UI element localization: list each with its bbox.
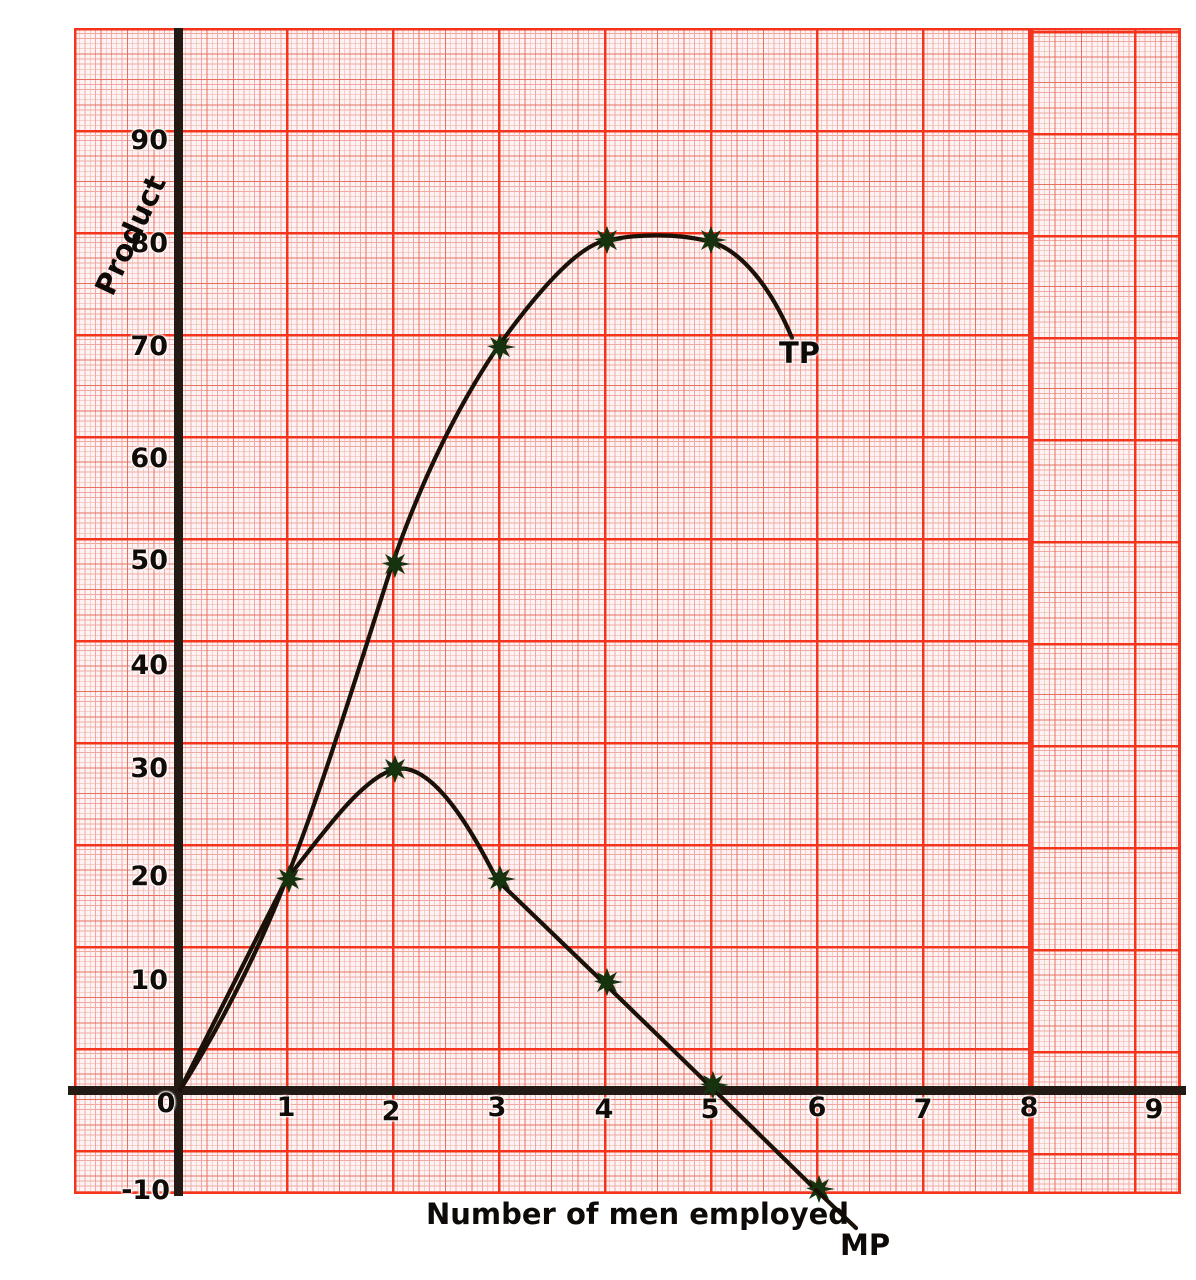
y-tick-30: 30 [130, 753, 168, 784]
graph-paper-sheet-right [1031, 28, 1181, 1194]
mp-point-5-0 [700, 1071, 729, 1099]
x-tick-6: 6 [807, 1092, 827, 1123]
y-tick-50: 50 [130, 545, 168, 576]
mp-point-3-20 [487, 865, 516, 893]
x-tick-3: 3 [487, 1092, 507, 1123]
x-tick-8: 8 [1019, 1092, 1039, 1123]
x-tick-5: 5 [700, 1094, 720, 1125]
tp-point-2-50 [382, 550, 411, 578]
y-tick-20: 20 [130, 861, 168, 892]
mp-curve-path [177, 766, 819, 1193]
y-tick-80: 80 [130, 228, 168, 259]
x-tick-4: 4 [594, 1094, 614, 1125]
tp-curve-path [177, 233, 795, 1093]
y-tick-90: 90 [130, 125, 168, 156]
tp-data-markers [276, 226, 727, 893]
y-tick-10: 10 [130, 965, 168, 996]
tp-point-3-70 [487, 333, 516, 361]
y-axis-line [174, 28, 183, 1196]
y-tick-70: 70 [130, 331, 168, 362]
mp-point-4-10 [594, 968, 623, 996]
x-tick-2: 2 [381, 1096, 401, 1127]
mp-leader-line [813, 1187, 859, 1231]
x-tick-1: 1 [276, 1092, 296, 1123]
tp-point-5-80 [698, 226, 727, 254]
tp-point-1-20 [276, 865, 305, 893]
x-axis-line [68, 1086, 1186, 1095]
x-tick-9: 9 [1144, 1094, 1164, 1125]
mp-point-2-30 [382, 755, 411, 783]
y-tick-minus-10: -10 [121, 1175, 170, 1206]
x-axis-title: Number of men employed [426, 1197, 850, 1231]
mp-data-markers [382, 755, 835, 1203]
mp-curve-label: MP [840, 1228, 891, 1262]
y-tick-40: 40 [130, 650, 168, 681]
mp-point-6-minus10 [806, 1175, 835, 1203]
y-tick-60: 60 [130, 443, 168, 474]
x-tick-7: 7 [913, 1094, 933, 1125]
tp-curve-label: TP [779, 336, 821, 370]
tp-point-4-80 [594, 226, 623, 254]
x-tick-0: 0 [156, 1088, 176, 1119]
